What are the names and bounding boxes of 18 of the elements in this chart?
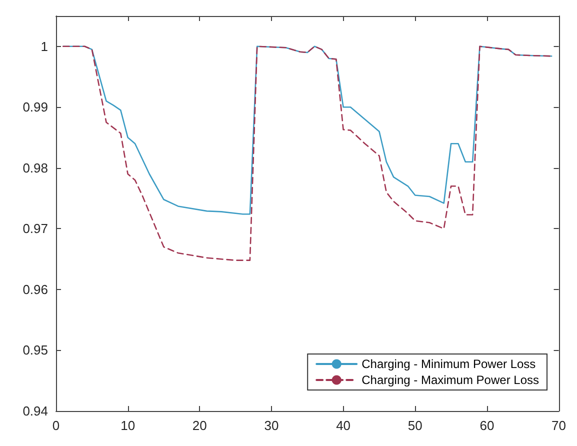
y-tick-label: 0.99: [22, 100, 48, 115]
y-tick-label: 0.96: [22, 282, 48, 297]
legend-label: Charging - Minimum Power Loss: [362, 357, 536, 371]
x-tick-label: 10: [120, 418, 136, 433]
y-tick-label: 0.98: [22, 160, 48, 176]
x-tick-label: 20: [192, 418, 207, 433]
y-tick-label: 0.94: [22, 404, 48, 418]
y-tick-label: 0.95: [22, 342, 48, 358]
y-tick-label: 0.97: [22, 221, 48, 236]
line-series: [62, 46, 552, 261]
x-tick-label: 0: [52, 418, 60, 433]
x-tick-label: 70: [552, 418, 566, 433]
y-tick-label: 1: [40, 38, 48, 54]
x-tick-label: 60: [480, 418, 494, 433]
x-tick-label: 50: [408, 418, 422, 433]
x-tick-label: 40: [336, 418, 351, 433]
x-tick-label: 30: [264, 418, 279, 433]
legend-label: Charging - Maximum Power Loss: [362, 373, 540, 387]
